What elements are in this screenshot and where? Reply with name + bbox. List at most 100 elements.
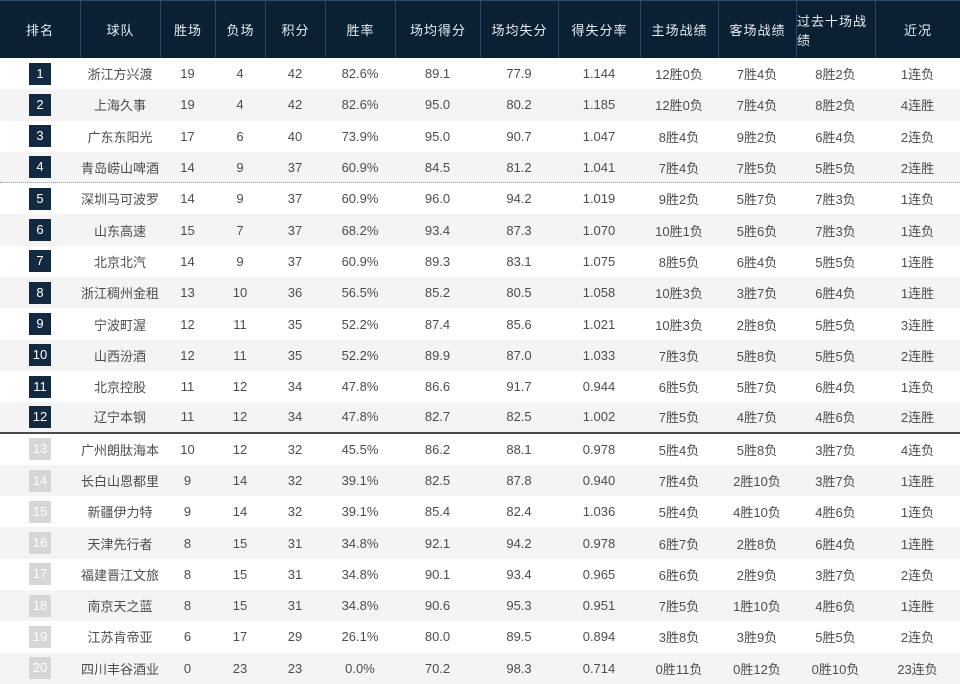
cell-home_record: 6胜5负 <box>658 380 700 396</box>
cell-wins: 11 <box>180 379 195 395</box>
cell-score_ratio: 0.940 <box>582 473 616 488</box>
cell-points: 35 <box>287 316 303 332</box>
table-row: 7 北京北汽 14 9 37 60.9% 89.3 83.1 1.075 8胜5负 6胜4负 5胜5负… <box>0 245 960 278</box>
cell-rank: 9 <box>0 313 80 336</box>
cell-avg_scored: 85.2 <box>424 285 451 301</box>
cell-points: 23 <box>287 660 303 676</box>
cell-team: 长白山恩都里 <box>80 474 159 489</box>
cell-team: 江苏肯帝亚 <box>87 630 153 646</box>
cell-win_rate: 47.8% <box>341 379 379 395</box>
cell-avg_scored: 96.0 <box>424 191 451 207</box>
table-row: 9 宁波町渥 12 11 35 52.2% 87.4 85.6 1.021 10胜3负 2胜8负 5胜… <box>0 308 960 340</box>
cell-streak: 1连负 <box>900 380 935 396</box>
column-header-losses: 负场 <box>215 1 265 58</box>
cell-rank: 12 <box>0 405 80 428</box>
cell-team: 浙江方兴渡 <box>87 67 153 83</box>
cell-points: 31 <box>287 598 303 614</box>
cell-home_record: 7胜5负 <box>658 599 700 615</box>
cell-team: 山西汾酒 <box>93 348 146 364</box>
cell-avg_scored: 82.5 <box>424 473 451 488</box>
cell-losses: 4 <box>236 97 244 113</box>
cell-losses: 14 <box>232 504 248 520</box>
rank-badge: 8 <box>29 281 51 304</box>
cell-win_rate: 60.9% <box>341 253 379 269</box>
cell-away_record: 3胜7负 <box>736 286 778 302</box>
cell-streak: 2连负 <box>900 630 935 646</box>
rank-badge: 12 <box>29 405 51 428</box>
cell-wins: 9 <box>183 473 192 488</box>
cell-away_record: 7胜4负 <box>736 67 778 83</box>
cell-home_record: 3胜8负 <box>658 630 700 646</box>
cell-avg_allowed: 88.1 <box>506 441 532 457</box>
cell-win_rate: 68.2% <box>341 222 379 238</box>
cell-streak: 1连胜 <box>900 254 935 270</box>
cell-score_ratio: 0.714 <box>582 660 616 676</box>
cell-team: 北京北汽 <box>93 254 146 270</box>
cell-avg_scored: 86.6 <box>424 379 451 395</box>
cell-points: 29 <box>287 629 303 645</box>
cell-streak: 3连胜 <box>900 317 935 333</box>
cell-team: 广东东阳光 <box>87 129 153 145</box>
cell-away_record: 5胜6负 <box>736 223 778 239</box>
cell-rank: 17 <box>0 563 80 586</box>
cell-home_record: 7胜3负 <box>658 348 700 364</box>
cell-away_record: 6胜4负 <box>736 254 778 270</box>
cell-wins: 14 <box>180 253 195 269</box>
cell-wins: 12 <box>180 347 195 363</box>
cell-last10: 6胜4负 <box>815 129 856 145</box>
cell-team: 天津先行者 <box>87 536 153 552</box>
column-header-home_record: 主场战绩 <box>640 1 718 58</box>
cell-streak: 4连负 <box>900 442 935 458</box>
cell-score_ratio: 1.185 <box>582 97 616 113</box>
table-row: 2 上海久事 19 4 42 82.6% 95.0 80.2 1.185 12胜0负 7胜4负 8胜2… <box>0 89 960 121</box>
cell-last10: 5胜5负 <box>815 160 856 176</box>
cell-streak: 1连胜 <box>900 286 935 302</box>
cell-win_rate: 47.8% <box>341 409 379 425</box>
cell-points: 42 <box>287 97 303 113</box>
column-header-avg_scored: 场均得分 <box>395 1 480 58</box>
cell-avg_allowed: 82.4 <box>506 504 532 520</box>
column-header-last10: 过去十场战绩 <box>796 1 875 58</box>
table-row: 17 福建晋江文旅 8 15 31 34.8% 90.1 93.4 0.965 6胜6负 2胜9负 3… <box>0 558 960 591</box>
cell-avg_allowed: 80.2 <box>506 97 532 113</box>
cell-rank: 19 <box>0 625 80 648</box>
cell-avg_allowed: 89.5 <box>506 629 532 645</box>
cell-points: 31 <box>287 566 303 582</box>
cell-points: 37 <box>287 253 303 269</box>
cell-home_record: 8胜4负 <box>658 129 700 145</box>
rank-badge: 5 <box>29 187 51 210</box>
rank-badge: 16 <box>29 532 51 555</box>
cell-losses: 11 <box>233 316 247 332</box>
cell-team: 青岛崂山啤酒 <box>80 160 159 176</box>
column-header-streak: 近况 <box>875 1 960 58</box>
cell-home_record: 7胜4负 <box>658 160 700 176</box>
cell-home_record: 10胜3负 <box>655 286 703 302</box>
cell-win_rate: 39.1% <box>341 504 379 520</box>
cell-avg_allowed: 93.4 <box>506 566 532 582</box>
cell-win_rate: 52.2% <box>341 347 379 363</box>
cell-streak: 1连负 <box>900 192 935 208</box>
table-header: 排名 球队 胜场 负场 积分 胜率 场均得分 场均失分 得失分率 主场战绩 客场战绩 过去十场战绩 近况 <box>0 0 960 58</box>
rank-badge: 6 <box>29 219 51 242</box>
cell-away_record: 2胜8负 <box>736 536 778 552</box>
table-row: 18 南京天之蓝 8 15 31 34.8% 90.6 95.3 0.951 7胜5负 1胜10负 4… <box>0 590 960 622</box>
cell-rank: 11 <box>0 375 80 398</box>
cell-home_record: 5胜4负 <box>658 505 700 521</box>
cell-team: 四川丰谷酒业 <box>80 661 159 677</box>
cell-win_rate: 45.5% <box>341 441 379 457</box>
cell-streak: 2连胜 <box>900 410 935 426</box>
cell-last10: 4胜6负 <box>815 410 856 426</box>
cell-home_record: 12胜0负 <box>655 67 703 83</box>
table-row: 14 长白山恩都里 9 14 32 39.1% 82.5 87.8 0.940 7胜4负 2胜10负… <box>0 464 960 497</box>
cell-wins: 0 <box>183 660 192 676</box>
cell-points: 37 <box>287 222 303 238</box>
table-row: 5 深圳马可波罗 14 9 37 60.9% 96.0 94.2 1.019 9胜2负 5胜7负 7胜… <box>0 183 960 215</box>
cell-wins: 8 <box>183 566 192 582</box>
cell-losses: 12 <box>232 409 248 425</box>
rank-badge: 1 <box>29 62 51 85</box>
rank-badge: 20 <box>29 657 51 680</box>
cell-points: 34 <box>287 409 303 425</box>
cell-losses: 23 <box>232 660 248 676</box>
cell-avg_scored: 84.5 <box>424 159 451 175</box>
cell-losses: 4 <box>236 66 244 82</box>
